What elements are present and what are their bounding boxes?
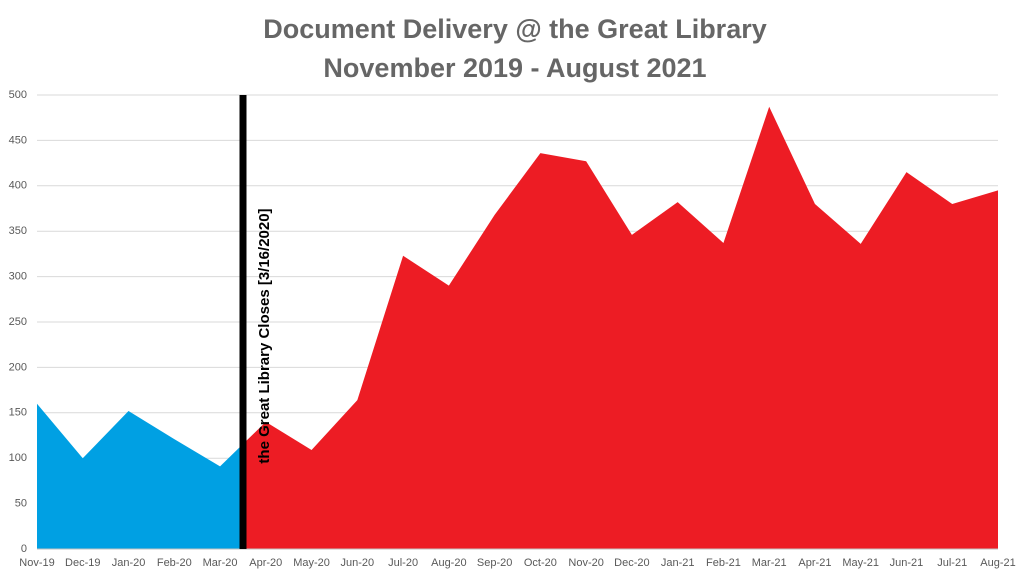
x-tick-label: Jun-20 <box>341 557 375 569</box>
x-tick-label: Aug-21 <box>980 557 1015 569</box>
annotation: the Great Library Closes [3/16/2020] <box>256 208 273 463</box>
x-tick-label: Nov-20 <box>568 557 603 569</box>
y-tick-label: 200 <box>9 361 27 373</box>
y-tick-label: 300 <box>9 271 27 283</box>
x-tick-label: Aug-20 <box>431 557 466 569</box>
x-tick-label: Sep-20 <box>477 557 512 569</box>
y-tick-label: 0 <box>21 543 27 555</box>
y-tick-label: 150 <box>9 407 27 419</box>
y-tick-label: 450 <box>9 134 27 146</box>
area <box>37 403 243 549</box>
x-tick-label: Dec-20 <box>614 557 649 569</box>
chart-subtitle: November 2019 - August 2021 <box>323 53 706 83</box>
x-tick-label: Dec-19 <box>65 557 100 569</box>
x-tick-label: Jun-21 <box>890 557 924 569</box>
x-tick-label: Jul-21 <box>937 557 967 569</box>
x-tick-label: Apr-21 <box>798 557 831 569</box>
y-tick-label: 100 <box>9 452 27 464</box>
x-tick-label: Jan-20 <box>112 557 146 569</box>
x-tick-label: Jul-20 <box>388 557 418 569</box>
x-tick-label: Nov-19 <box>19 557 54 569</box>
area <box>243 106 998 549</box>
chart-title: Document Delivery @ the Great Library <box>263 14 766 44</box>
y-tick-label: 350 <box>9 225 27 237</box>
x-tick-label: Mar-21 <box>752 557 787 569</box>
y-tick-label: 500 <box>9 89 27 101</box>
x-tick-label: Apr-20 <box>249 557 282 569</box>
x-tick-label: Feb-21 <box>706 557 741 569</box>
x-tick-label: May-20 <box>293 557 330 569</box>
x-tick-label: Mar-20 <box>203 557 238 569</box>
x-tick-label: Oct-20 <box>524 557 557 569</box>
y-tick-label: 250 <box>9 316 27 328</box>
x-tick-label: Jan-21 <box>661 557 695 569</box>
x-tick-label: Feb-20 <box>157 557 192 569</box>
x-tick-label: May-21 <box>842 557 879 569</box>
y-tick-label: 50 <box>15 498 27 510</box>
y-tick-label: 400 <box>9 180 27 192</box>
